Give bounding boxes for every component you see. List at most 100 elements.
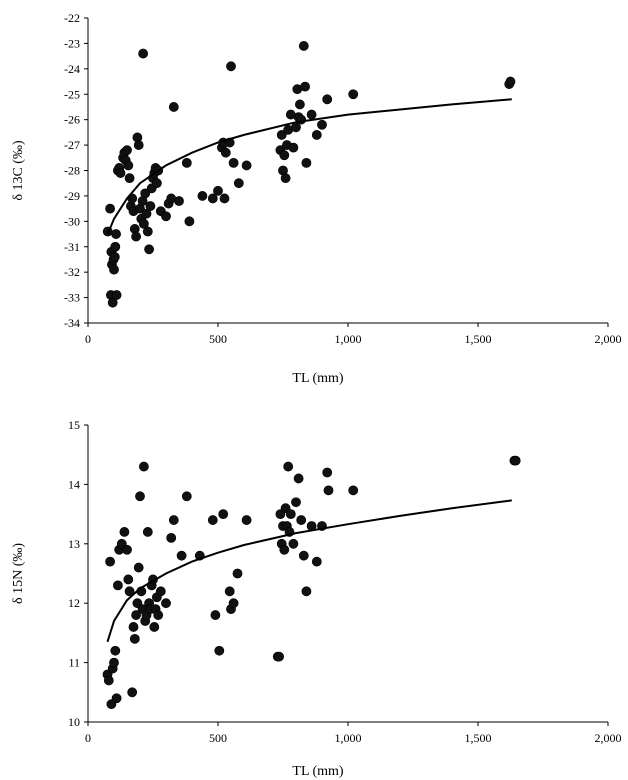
chart-0-data-point: [144, 244, 154, 255]
chart-0-y-tick-label: -34: [64, 316, 80, 330]
chart-1-data-point: [214, 645, 225, 656]
chart-0-x-tick-label: 2,000: [595, 332, 622, 346]
chart-1-data-point: [161, 598, 171, 609]
chart-1-data-point: [218, 509, 229, 519]
chart-0-y-tick-label: -27: [64, 138, 80, 152]
chart-0-data-point: [181, 157, 192, 168]
chart-1-data-point: [127, 687, 138, 698]
chart-1-x-tick-label: 1,500: [465, 731, 492, 745]
chart-1-data-point: [133, 562, 144, 573]
chart-0-data-point: [111, 290, 122, 300]
chart-0-data-point: [228, 157, 239, 168]
chart-0-y-tick-label: -31: [64, 240, 80, 254]
chart-1-data-point: [301, 586, 312, 597]
chart-0-data-point: [124, 173, 135, 184]
chart-1-data-point: [138, 461, 149, 472]
chart-1-data-point: [296, 515, 307, 525]
chart-0-x-tick-label: 0: [85, 332, 91, 346]
chart-0-y-tick-label: -24: [64, 62, 80, 76]
chart-1-x-tick-label: 1,000: [335, 731, 362, 745]
chart-1-data-point: [288, 538, 299, 549]
chart-0-data-point: [161, 211, 171, 222]
chart-0-data-point: [298, 41, 309, 51]
chart-0-data-point: [145, 201, 156, 211]
chart-1-data-point: [113, 580, 123, 591]
chart-1-y-tick-label: 12: [68, 596, 80, 610]
chart-1-data-point: [135, 491, 145, 502]
chart-1-y-tick-label: 13: [68, 537, 80, 551]
chart-1-y-tick-label: 11: [68, 656, 80, 670]
chart-1-data-point: [149, 622, 160, 632]
chart-0-data-point: [288, 142, 299, 153]
chart-1-data-point: [241, 515, 252, 525]
chart-1-data-point: [103, 675, 114, 686]
chart-0-y-tick-label: -28: [64, 164, 80, 178]
chart-1-data-point: [285, 509, 296, 519]
chart-1-data-point: [293, 473, 304, 484]
chart-0-data-point: [294, 99, 305, 110]
chart-0-data-point: [184, 216, 195, 227]
chart-0-data-point: [131, 231, 141, 242]
chart-1-data-point: [124, 586, 135, 597]
chart-0-data-point: [348, 89, 359, 100]
chart-0-data-point: [138, 218, 149, 229]
chart-1-x-axis-label: TL (mm): [292, 764, 344, 779]
chart-1-data-point: [228, 598, 239, 609]
chart-0-data-point: [241, 160, 252, 171]
chart-0-data-point: [207, 193, 218, 204]
chart-0-data-point: [505, 76, 516, 87]
chart-0-data-point: [317, 119, 327, 130]
chart-1-x-tick-label: 500: [209, 731, 227, 745]
chart-0-data-point: [107, 297, 118, 308]
chart-1-data-point: [109, 657, 119, 668]
chart-0-data-point: [122, 145, 132, 156]
chart-1-data-point: [224, 586, 235, 597]
chart-0-y-tick-label: -26: [64, 113, 80, 127]
chart-0-data-point: [140, 188, 151, 199]
chart-1-data-point: [322, 467, 333, 478]
chart-1-y-tick-label: 10: [68, 715, 80, 729]
chart-1-data-point: [123, 574, 134, 585]
chart-0-data-point: [138, 48, 149, 59]
chart-1-data-point: [283, 461, 294, 472]
chart-0-data-point: [109, 252, 120, 262]
chart-1-data-point: [153, 610, 164, 620]
chart-0-data-point: [141, 208, 152, 219]
chart-1-trendline: [106, 499, 512, 643]
chart-1-x-tick-label: 0: [85, 731, 91, 745]
chart-1-y-tick-label: 15: [68, 418, 80, 432]
chart-1-data-point: [129, 633, 140, 644]
chart-0-data-point: [111, 229, 121, 239]
chart-0-y-tick-label: -33: [64, 291, 80, 305]
chart-1-data-point: [181, 491, 192, 502]
chart-1-data-point: [119, 527, 130, 537]
chart-1-data-point: [142, 527, 153, 537]
chart-1-data-point: [323, 485, 334, 496]
chart-1-data-point: [207, 515, 218, 525]
chart-0-data-point: [219, 193, 230, 204]
chart-0-data-point: [115, 168, 126, 178]
chart-1: 10 11 12 13 14 15 0 500 1,000 1,500 2,000 TL (mm) δ …: [11, 418, 622, 779]
chart-1-y-tick-label: 14: [68, 477, 80, 491]
chart-0-data-point: [123, 160, 134, 171]
chart-1-data-point: [232, 568, 243, 579]
chart-1-data-point: [111, 693, 122, 704]
chart-0-data-point: [311, 130, 322, 140]
chart-0-data-point: [168, 102, 179, 112]
chart-0-x-tick-label: 1,000: [335, 332, 362, 346]
chart-0-data-point: [233, 178, 244, 189]
chart-0-data-point: [301, 157, 312, 168]
chart-0-data-point: [276, 130, 287, 140]
chart-0-data-point: [110, 241, 121, 252]
chart-0-data-point: [279, 150, 290, 161]
chart-1-data-point: [274, 651, 284, 662]
chart-0-data-point: [220, 147, 231, 158]
chart-0-data-point: [151, 178, 162, 189]
chart-1-y-axis-label: δ 15N (‰): [11, 543, 26, 604]
chart-0-y-tick-label: -23: [64, 36, 80, 50]
chart-0-y-axis-label: δ 13C (‰): [11, 140, 26, 201]
chart-1-data-point: [168, 515, 179, 525]
chart-1-data-point: [311, 556, 322, 567]
chart-1-data-point: [210, 610, 221, 620]
